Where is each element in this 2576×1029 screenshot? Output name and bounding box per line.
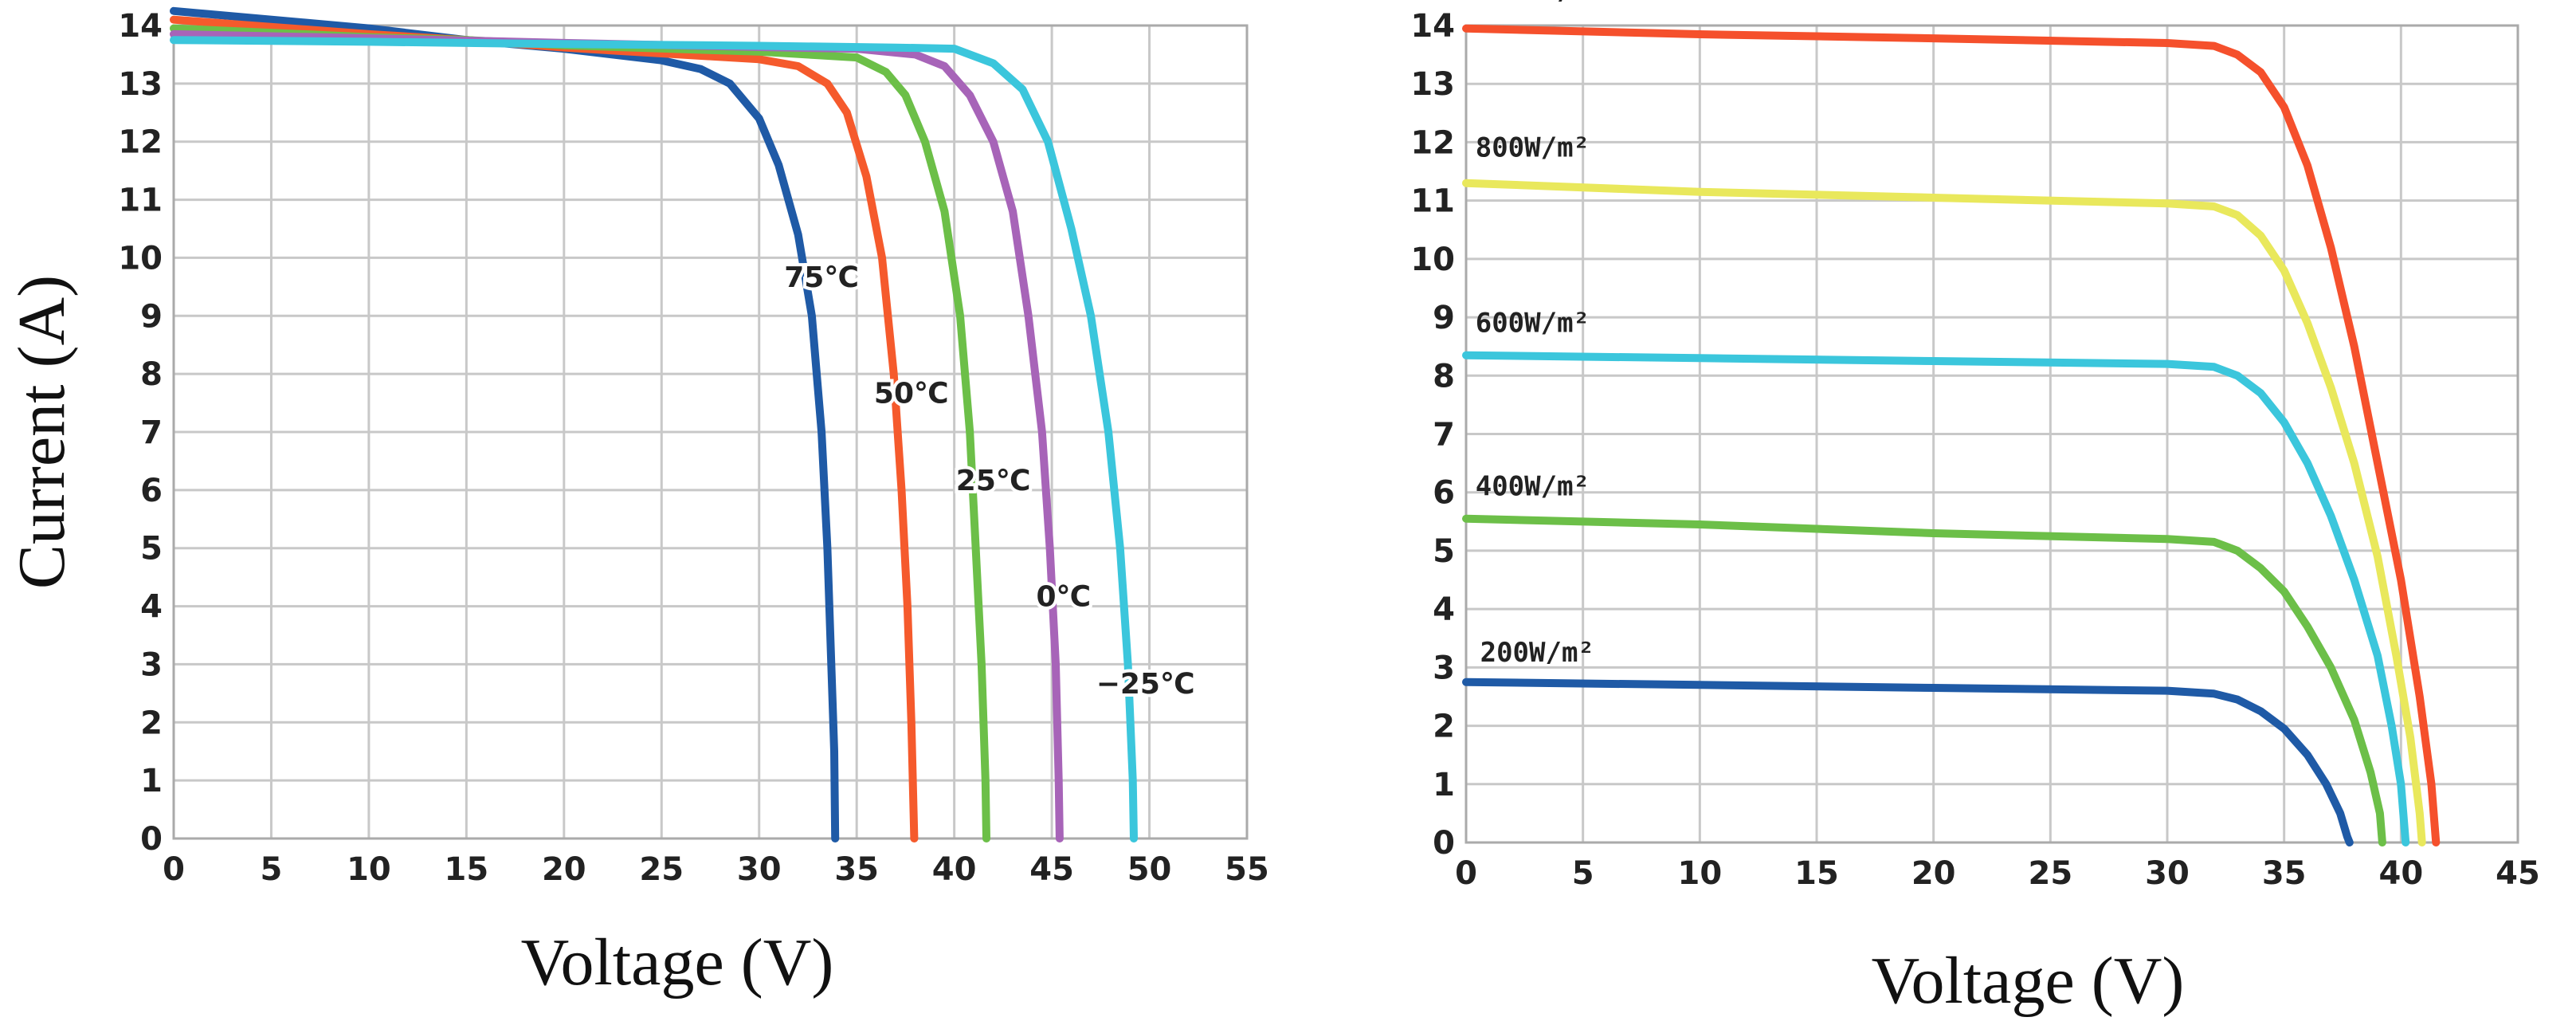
y-tick-label: 6 bbox=[140, 473, 163, 509]
y-tick-label: 12 bbox=[1410, 124, 1455, 161]
x-tick-label: 25 bbox=[639, 851, 684, 888]
y-tick-label: 4 bbox=[140, 589, 163, 626]
x-tick-label: 25 bbox=[2028, 855, 2072, 892]
x-tick-label: 15 bbox=[1794, 855, 1839, 892]
series-label: 1000W/m² bbox=[1476, 0, 1606, 6]
x-tick-label: 50 bbox=[1127, 851, 1172, 888]
x-tick-label: 45 bbox=[2496, 855, 2540, 892]
x-tick-label: 15 bbox=[445, 851, 489, 888]
x-tick-label: 40 bbox=[2378, 855, 2423, 892]
series-label: 800W/m² bbox=[1476, 132, 1590, 164]
y-tick-label: 12 bbox=[118, 124, 163, 161]
series-line-right-3 bbox=[1462, 514, 2386, 846]
y-tick-label: 13 bbox=[118, 66, 163, 103]
plot-frame bbox=[1464, 24, 2519, 844]
x-tick-label: 0 bbox=[163, 851, 185, 888]
x-tick-label: 10 bbox=[347, 851, 391, 888]
y-tick-label: 9 bbox=[1433, 300, 1455, 336]
series-line-right-4 bbox=[1462, 677, 2354, 846]
plot-frame bbox=[172, 24, 1249, 840]
y-tick-label: 8 bbox=[140, 356, 163, 393]
y-tick-label: 14 bbox=[118, 8, 163, 45]
y-tick-label: 2 bbox=[140, 705, 163, 741]
x-tick-label: 10 bbox=[1677, 855, 1722, 892]
y-tick-label: 10 bbox=[1410, 242, 1455, 278]
x-tick-label: 20 bbox=[1911, 855, 1956, 892]
x-tick-label: 40 bbox=[932, 851, 977, 888]
y-tick-label: 14 bbox=[1410, 8, 1455, 45]
x-tick-label: 0 bbox=[1455, 855, 1477, 892]
y-tick-label: 0 bbox=[140, 821, 163, 858]
y-tick-label: 1 bbox=[140, 763, 163, 799]
series-label: 25℃ bbox=[956, 465, 1031, 497]
y-axis-label: Current (A) bbox=[5, 275, 79, 589]
y-tick-label: 3 bbox=[1433, 650, 1455, 686]
y-tick-label: 4 bbox=[1433, 591, 1455, 628]
y-tick-label: 5 bbox=[140, 531, 163, 568]
x-tick-label: 55 bbox=[1225, 851, 1269, 888]
irradiance-iv-chart: 0510152025303540450123456789101112131410… bbox=[1410, 0, 2540, 1018]
series-line-left-4 bbox=[170, 36, 1138, 842]
series-label: −25℃ bbox=[1096, 668, 1195, 701]
series-line-right-1 bbox=[1462, 179, 2426, 846]
x-tick-label: 30 bbox=[2145, 855, 2190, 892]
y-tick-label: 6 bbox=[1433, 475, 1455, 512]
x-tick-label: 5 bbox=[261, 851, 283, 888]
y-tick-label: 1 bbox=[1433, 767, 1455, 803]
series-line-right-0 bbox=[1462, 24, 2441, 846]
series-label: 200W/m² bbox=[1480, 637, 1594, 669]
x-tick-label: 45 bbox=[1029, 851, 1074, 888]
y-tick-label: 11 bbox=[1410, 183, 1455, 220]
x-tick-label: 20 bbox=[542, 851, 586, 888]
y-tick-label: 5 bbox=[1433, 533, 1455, 570]
y-tick-label: 11 bbox=[118, 183, 163, 219]
y-tick-label: 13 bbox=[1410, 66, 1455, 103]
series-label: 400W/m² bbox=[1476, 470, 1590, 502]
y-tick-label: 7 bbox=[140, 414, 163, 451]
x-axis-label: Voltage (V) bbox=[521, 925, 834, 1000]
x-axis-label: Voltage (V) bbox=[1872, 944, 2185, 1018]
series-line-right-2 bbox=[1462, 351, 2410, 846]
series-label: 75℃ bbox=[784, 261, 859, 294]
x-tick-label: 35 bbox=[2262, 855, 2307, 892]
y-tick-label: 3 bbox=[140, 646, 163, 683]
series-label: 600W/m² bbox=[1476, 307, 1590, 339]
y-tick-label: 9 bbox=[140, 298, 163, 335]
x-tick-label: 35 bbox=[834, 851, 879, 888]
y-tick-label: 10 bbox=[118, 240, 163, 277]
temperature-iv-chart: 0 5 10 15 20 25 30 35 40 45 50 55012345678910111213… bbox=[5, 6, 1269, 1000]
x-tick-label: 30 bbox=[737, 851, 782, 888]
y-tick-label: 8 bbox=[1433, 358, 1455, 395]
x-tick-label: 5 bbox=[1572, 855, 1594, 892]
series-label: 50℃ bbox=[874, 378, 949, 410]
series-label: 0℃ bbox=[1036, 581, 1091, 614]
y-tick-label: 7 bbox=[1433, 417, 1455, 454]
y-tick-label: 2 bbox=[1433, 709, 1455, 745]
y-tick-label: 0 bbox=[1433, 825, 1455, 862]
